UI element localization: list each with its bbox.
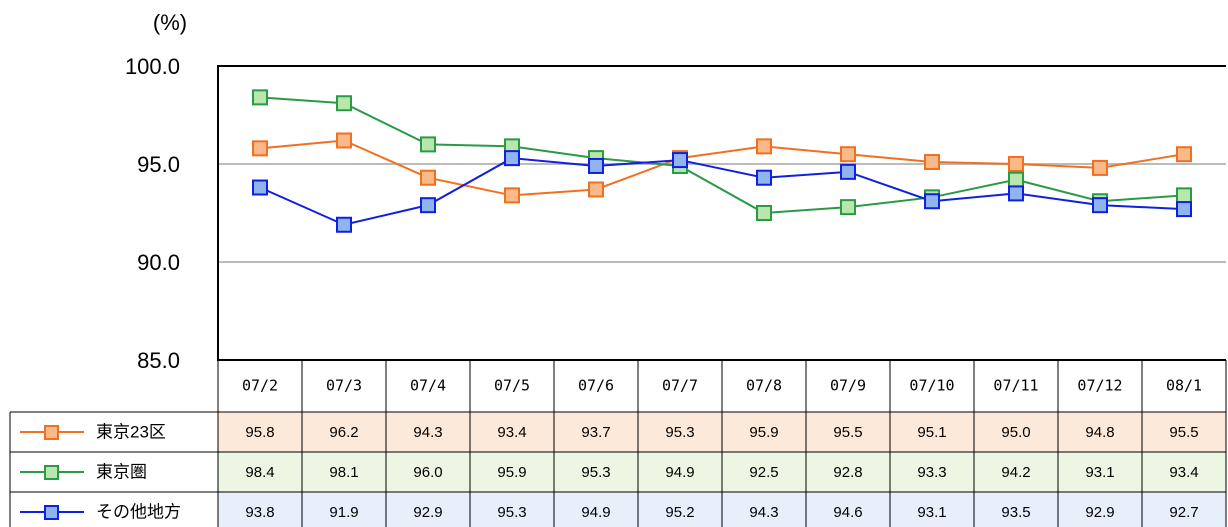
marker — [1008, 185, 1024, 202]
series-line — [259, 157, 1185, 226]
y-tick-label: 90.0 — [137, 250, 180, 275]
table-value: 94.3 — [413, 424, 442, 441]
marker — [1092, 159, 1108, 176]
table-value: 94.9 — [665, 464, 694, 481]
table-value: 95.0 — [1001, 424, 1030, 441]
table-value: 98.4 — [245, 464, 274, 481]
marker — [336, 216, 352, 233]
table-value: 95.1 — [917, 424, 946, 441]
marker — [840, 146, 856, 163]
x-tick-label: 07/6 — [578, 377, 614, 395]
marker — [588, 181, 604, 198]
table-value: 93.1 — [917, 504, 946, 521]
x-tick-label: 07/2 — [242, 377, 278, 395]
table-value: 95.2 — [665, 504, 694, 521]
x-tick-label: 07/12 — [1077, 377, 1122, 395]
y-tick-label: 85.0 — [137, 348, 180, 373]
marker — [420, 169, 436, 186]
legend-label: 東京圏 — [96, 462, 147, 481]
y-axis-unit: (%) — [153, 10, 187, 35]
table-value: 94.6 — [833, 504, 862, 521]
x-tick-label: 08/1 — [1166, 377, 1202, 395]
table-value: 93.4 — [497, 424, 526, 441]
y-tick-label: 100.0 — [125, 54, 180, 79]
marker — [924, 193, 940, 210]
marker — [252, 179, 268, 196]
x-tick-label: 07/10 — [909, 377, 954, 395]
marker — [672, 152, 688, 169]
table-value: 92.7 — [1169, 504, 1198, 521]
table-value: 92.8 — [833, 464, 862, 481]
table-value: 91.9 — [329, 504, 358, 521]
x-tick-label: 07/9 — [830, 377, 866, 395]
table-value: 94.2 — [1001, 464, 1030, 481]
table-value: 98.1 — [329, 464, 358, 481]
marker — [924, 154, 940, 171]
table-value: 95.5 — [1169, 424, 1198, 441]
y-tick-label: 95.0 — [137, 152, 180, 177]
x-tick-label: 07/8 — [746, 377, 782, 395]
x-tick-label: 07/4 — [410, 377, 446, 395]
table-value: 95.9 — [497, 464, 526, 481]
x-tick-label: 07/5 — [494, 377, 530, 395]
table-value: 95.9 — [749, 424, 778, 441]
legend-label: 東京23区 — [96, 422, 166, 441]
table-value: 93.7 — [581, 424, 610, 441]
table-value: 95.3 — [497, 504, 526, 521]
marker — [420, 197, 436, 214]
marker — [252, 89, 268, 106]
legend-marker — [44, 425, 59, 440]
marker — [588, 157, 604, 174]
marker — [756, 138, 772, 155]
table-value: 95.5 — [833, 424, 862, 441]
marker — [840, 199, 856, 216]
table-value: 94.9 — [581, 504, 610, 521]
legend-label: その他地方 — [96, 502, 181, 521]
marker — [336, 95, 352, 112]
legend-marker — [44, 505, 59, 520]
table-value: 93.4 — [1169, 464, 1198, 481]
marker — [1008, 171, 1024, 188]
marker — [1176, 146, 1192, 163]
x-tick-label: 07/7 — [662, 377, 698, 395]
legend-marker — [44, 465, 59, 480]
table-value: 93.8 — [245, 504, 274, 521]
marker — [840, 163, 856, 180]
table-value: 93.5 — [1001, 504, 1030, 521]
x-tick-label: 07/11 — [993, 377, 1038, 395]
series-line — [259, 96, 1185, 215]
table-value: 93.3 — [917, 464, 946, 481]
table-value: 92.9 — [413, 504, 442, 521]
table-value: 92.5 — [749, 464, 778, 481]
marker — [1176, 187, 1192, 204]
table-value: 93.1 — [1085, 464, 1114, 481]
marker — [1092, 197, 1108, 214]
table-value: 95.3 — [581, 464, 610, 481]
table-value: 92.9 — [1085, 504, 1114, 521]
table-value: 94.3 — [749, 504, 778, 521]
table-value: 94.8 — [1085, 424, 1114, 441]
marker — [1176, 201, 1192, 218]
marker — [504, 150, 520, 167]
marker — [756, 205, 772, 221]
table-value: 96.0 — [413, 464, 442, 481]
marker — [252, 140, 268, 157]
table-value: 95.3 — [665, 424, 694, 441]
marker — [504, 187, 520, 204]
marker — [420, 136, 436, 153]
marker — [336, 132, 352, 149]
series-line — [259, 139, 1185, 197]
plot-frame — [217, 65, 1226, 361]
x-tick-label: 07/3 — [326, 377, 362, 395]
table-value: 96.2 — [329, 424, 358, 441]
table-value: 95.8 — [245, 424, 274, 441]
marker — [756, 169, 772, 186]
marker — [1008, 156, 1024, 172]
